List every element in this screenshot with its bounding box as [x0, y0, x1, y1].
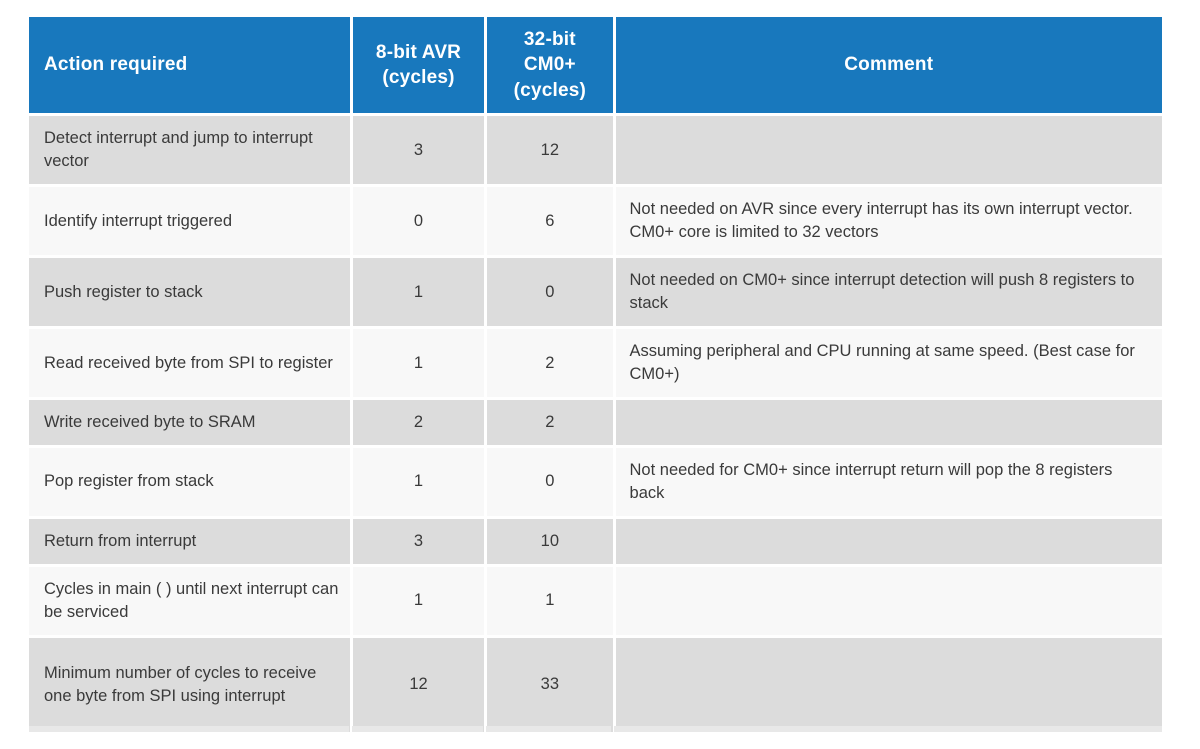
bottom-edge-segment: [29, 726, 349, 732]
table-row: Identify interrupt triggered 0 6 Not needed…: [29, 187, 1162, 255]
column-header-32bit-cm0-cycles: 32-bit CM0+ (cycles): [487, 17, 613, 113]
column-header-8bit-avr-cycles: 8-bit AVR (cycles): [352, 17, 485, 113]
avr-cycles-cell: 2: [352, 400, 485, 445]
avr-cycles-cell: 3: [352, 116, 485, 184]
table-row: Return from interrupt 3 10: [29, 518, 1162, 564]
cm0-cycles-cell: 0: [487, 447, 613, 516]
comment-cell: [615, 637, 1162, 732]
comment-cell: [615, 566, 1162, 635]
table-row: Read received byte from SPI to register 1…: [29, 329, 1162, 397]
comment-cell: [615, 116, 1162, 184]
table-body: Detect interrupt and jump to interrupt v…: [29, 116, 1162, 732]
action-cell: Push register to stack: [29, 258, 350, 326]
comment-cell: Not needed on AVR since every interrupt …: [615, 187, 1162, 255]
bottom-edge-segment: [614, 726, 1162, 732]
comment-cell: Assuming peripheral and CPU running at s…: [615, 329, 1162, 397]
action-cell: Read received byte from SPI to register: [29, 329, 350, 397]
table-header: Action required 8-bit AVR (cycles) 32-bi…: [29, 17, 1162, 113]
avr-cycles-cell: 1: [352, 447, 485, 516]
comment-cell: [615, 400, 1162, 445]
avr-cycles-cell: 1: [352, 329, 485, 397]
action-cell: Return from interrupt: [29, 518, 350, 564]
avr-cycles-cell: 12: [352, 637, 485, 732]
action-cell: Detect interrupt and jump to interrupt v…: [29, 116, 350, 184]
action-cell: Cycles in main ( ) until next interrupt …: [29, 566, 350, 635]
cm0-cycles-cell: 2: [487, 400, 613, 445]
comment-cell: Not needed for CM0+ since interrupt retu…: [615, 447, 1162, 516]
cm0-cycles-cell: 33: [487, 637, 613, 732]
action-cell: Write received byte to SRAM: [29, 400, 350, 445]
action-cell: Minimum number of cycles to receive one …: [29, 637, 350, 732]
column-header-action-required: Action required: [29, 17, 350, 113]
avr-cycles-cell: 3: [352, 518, 485, 564]
table-row: Detect interrupt and jump to interrupt v…: [29, 116, 1162, 184]
bottom-edge-segment: [352, 726, 483, 732]
cm0-cycles-cell: 1: [487, 566, 613, 635]
header-row: Action required 8-bit AVR (cycles) 32-bi…: [29, 17, 1162, 113]
table-bottom-edge: [26, 726, 1165, 732]
bottom-edge-segment: [486, 726, 611, 732]
action-cell: Identify interrupt triggered: [29, 187, 350, 255]
table-row: Pop register from stack 1 0 Not needed for …: [29, 447, 1162, 516]
cm0-cycles-cell: 6: [487, 187, 613, 255]
avr-cycles-cell: 1: [352, 566, 485, 635]
cycles-comparison-table: Action required 8-bit AVR (cycles) 32-bi…: [26, 14, 1165, 735]
comment-cell: Not needed on CM0+ since interrupt detec…: [615, 258, 1162, 326]
table-row: Cycles in main ( ) until next interrupt …: [29, 566, 1162, 635]
action-cell: Pop register from stack: [29, 447, 350, 516]
comment-cell: [615, 518, 1162, 564]
table-row: Minimum number of cycles to receive one …: [29, 637, 1162, 732]
avr-cycles-cell: 1: [352, 258, 485, 326]
cm0-cycles-cell: 10: [487, 518, 613, 564]
table-row: Push register to stack 1 0 Not needed on CM…: [29, 258, 1162, 326]
cm0-cycles-cell: 2: [487, 329, 613, 397]
cm0-cycles-cell: 12: [487, 116, 613, 184]
cm0-cycles-cell: 0: [487, 258, 613, 326]
table-row: Write received byte to SRAM 2 2: [29, 400, 1162, 445]
column-header-comment: Comment: [615, 17, 1162, 113]
avr-cycles-cell: 0: [352, 187, 485, 255]
